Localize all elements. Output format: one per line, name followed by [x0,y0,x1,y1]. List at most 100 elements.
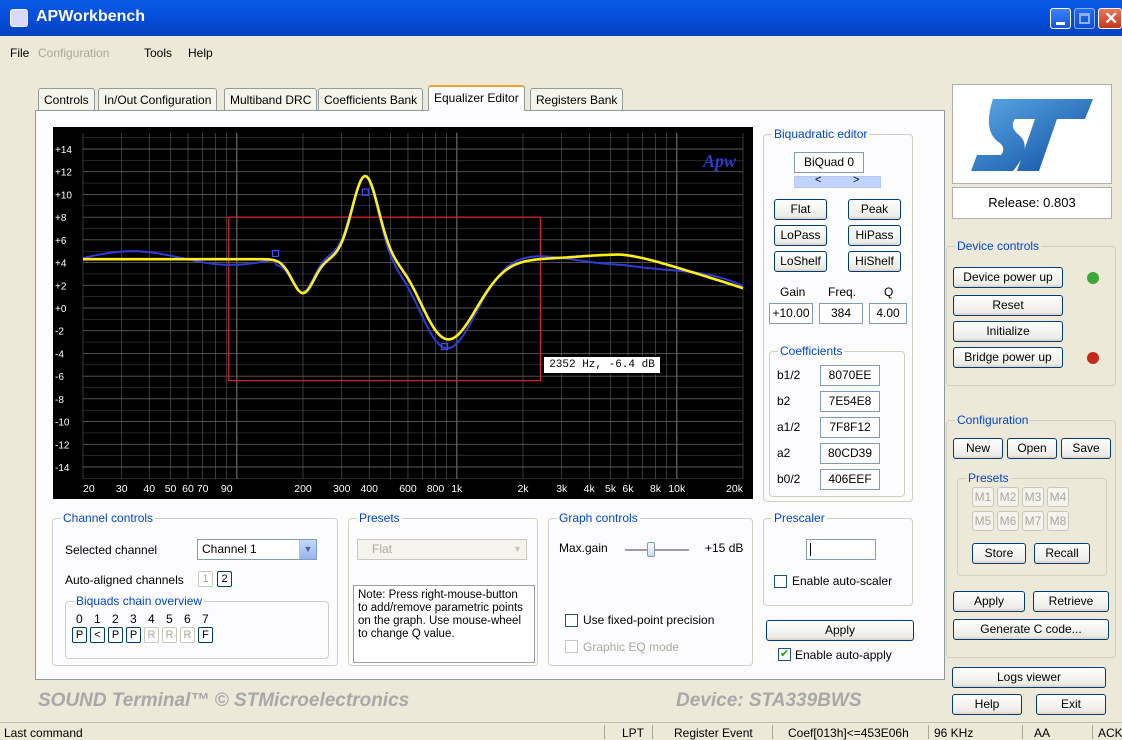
preset-m4-button[interactable]: M4 [1047,487,1069,507]
coef-value[interactable]: 8070EE [820,365,880,386]
control-point [361,188,369,196]
bridge-power-up-button[interactable]: Bridge power up [953,347,1063,368]
status-last-command: Last command [4,726,83,740]
chain-biquad-6-button[interactable]: R [180,627,195,643]
chain-biquad-2-button[interactable]: P [108,627,123,643]
exit-button[interactable]: Exit [1036,694,1106,715]
control-point [440,343,449,351]
loshelf-button[interactable]: LoShelf [774,251,827,272]
menu-configuration[interactable]: Configuration [38,46,110,60]
generate-c-code-button[interactable]: Generate C code... [953,619,1109,640]
coef-name: a2 [777,446,791,460]
hishelf-button[interactable]: HiShelf [848,251,901,272]
chain-biquad-1-button[interactable]: < [90,627,105,643]
y-tick-label: -6 [55,372,64,383]
close-icon: ✕ [1104,9,1119,28]
channel-select[interactable]: Channel 1 ▼ [197,539,317,560]
gain-input[interactable]: +10.00 [769,303,813,324]
max-gain-slider[interactable] [625,542,689,557]
coef-name: b2 [777,394,791,408]
eq-graph[interactable]: +14 +12 +10 +8 +6 +4 +2 +0 -2 -4 -6 -8 -10 -12 -14 20 30… [53,127,753,499]
auto-align-1-button[interactable]: 1 [198,571,213,587]
tab-coefficients-bank[interactable]: Coefficients Bank [318,88,424,110]
tab-in-out-configuration[interactable]: In/Out Configuration [98,88,218,110]
prescaler-input[interactable] [806,539,876,560]
coef-value[interactable]: 406EEF [820,469,880,490]
apply-button[interactable]: Apply [766,620,914,641]
preset-m3-button[interactable]: M3 [1022,487,1044,507]
auto-apply-checkbox[interactable]: ✔ [778,648,791,661]
graphic-eq-checkbox[interactable] [565,640,578,653]
auto-scaler-checkbox[interactable] [774,575,787,588]
biquad-next-button[interactable]: > [853,174,860,186]
tab-controls[interactable]: Controls [38,88,95,110]
logs-viewer-button[interactable]: Logs viewer [952,667,1106,688]
graph-watermark: Apw [702,151,737,171]
fixed-point-checkbox[interactable] [565,614,578,627]
coef-value[interactable]: 7E54E8 [820,391,880,412]
channel-select-value: Channel 1 [202,542,257,556]
store-button[interactable]: Store [972,543,1026,564]
status-separator [1022,725,1023,739]
tab-registers-bank[interactable]: Registers Bank [530,88,624,110]
preset-m2-button[interactable]: M2 [997,487,1019,507]
max-gain-slider-thumb[interactable] [647,542,656,557]
preset-m6-button[interactable]: M6 [997,511,1019,531]
new-button[interactable]: New [953,438,1003,459]
freq-input[interactable]: 384 [819,303,863,324]
preset-m8-button[interactable]: M8 [1047,511,1069,531]
flat-button[interactable]: Flat [774,199,827,220]
x-tick-label: 50 [165,483,177,495]
coef-value[interactable]: 80CD39 [820,443,880,464]
chain-biquad-3-button[interactable]: P [126,627,141,643]
open-button[interactable]: Open [1007,438,1057,459]
preset-m5-button[interactable]: M5 [972,511,994,531]
biquad-scroller[interactable]: < > [794,174,881,188]
band-selection-rect [228,216,542,382]
coef-value[interactable]: 7F8F12 [820,417,880,438]
selected-channel-label: Selected channel [65,543,158,557]
preset-select[interactable]: Flat ▼ [357,539,527,560]
chain-index: 5 [166,612,173,626]
status-register-event: Register Event [674,726,753,740]
tab-multiband-drc[interactable]: Multiband DRC [224,88,318,110]
hipass-button[interactable]: HiPass [848,225,901,246]
close-button[interactable]: ✕ [1098,8,1122,29]
y-tick-label: +6 [55,236,67,247]
q-input[interactable]: 4.00 [869,303,907,324]
preset-m1-button[interactable]: M1 [972,487,994,507]
reset-button[interactable]: Reset [953,295,1063,316]
preset-m7-button[interactable]: M7 [1022,511,1044,531]
initialize-button[interactable]: Initialize [953,321,1063,342]
config-apply-button[interactable]: Apply [953,591,1025,612]
retrieve-button[interactable]: Retrieve [1033,591,1109,612]
chain-biquad-0-button[interactable]: P [72,627,87,643]
x-tick-label: 3k [556,483,568,495]
window-title: APWorkbench [36,8,146,25]
chain-index: 0 [76,612,83,626]
minimize-button[interactable] [1050,8,1071,29]
x-tick-label: 4k [584,483,596,495]
biquad-prev-button[interactable]: < [815,174,822,186]
save-button[interactable]: Save [1061,438,1111,459]
biquads-chain-group: Biquads chain overview 0 1 2 3 4 5 6 7 P < P P R R R F [65,594,329,659]
chain-biquad-4-button[interactable]: R [144,627,159,643]
auto-align-2-button[interactable]: 2 [217,571,232,587]
biquadratic-editor-group: Biquadratic editor BiQuad 0 < > Flat Pea… [763,127,913,502]
lopass-button[interactable]: LoPass [774,225,827,246]
help-button[interactable]: Help [952,694,1022,715]
tab-equalizer-editor[interactable]: Equalizer Editor [428,85,525,111]
device-power-up-button[interactable]: Device power up [953,267,1063,288]
prescaler-title: Prescaler [772,511,827,525]
eq-graph-canvas[interactable]: +14 +12 +10 +8 +6 +4 +2 +0 -2 -4 -6 -8 -10 -12 -14 20 30… [53,127,753,499]
menu-tools[interactable]: Tools [144,46,173,60]
recall-button[interactable]: Recall [1034,543,1090,564]
chain-biquad-5-button[interactable]: R [162,627,177,643]
maximize-button[interactable] [1074,8,1095,29]
chain-index: 4 [148,612,155,626]
chain-biquad-7-button[interactable]: F [198,627,213,643]
peak-button[interactable]: Peak [848,199,901,220]
y-tick-label: -2 [55,327,64,338]
menu-help[interactable]: Help [188,46,213,60]
menu-file[interactable]: File [10,46,30,60]
